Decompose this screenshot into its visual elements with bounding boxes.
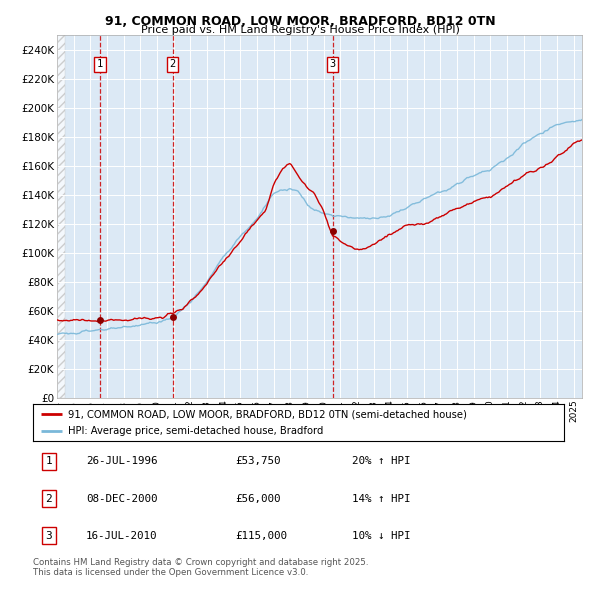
Text: 1: 1 (97, 60, 103, 70)
Text: 14% ↑ HPI: 14% ↑ HPI (352, 494, 410, 503)
Text: 16-JUL-2010: 16-JUL-2010 (86, 531, 158, 540)
Text: HPI: Average price, semi-detached house, Bradford: HPI: Average price, semi-detached house,… (68, 427, 323, 436)
Text: Contains HM Land Registry data © Crown copyright and database right 2025.
This d: Contains HM Land Registry data © Crown c… (33, 558, 368, 577)
Text: £115,000: £115,000 (235, 531, 287, 540)
Text: 20% ↑ HPI: 20% ↑ HPI (352, 457, 410, 466)
Text: 1: 1 (46, 457, 52, 466)
Text: £53,750: £53,750 (235, 457, 280, 466)
Text: 08-DEC-2000: 08-DEC-2000 (86, 494, 158, 503)
Text: 2: 2 (46, 494, 52, 503)
Text: 2: 2 (169, 60, 176, 70)
Text: 91, COMMON ROAD, LOW MOOR, BRADFORD, BD12 0TN: 91, COMMON ROAD, LOW MOOR, BRADFORD, BD1… (104, 15, 496, 28)
Text: 10% ↓ HPI: 10% ↓ HPI (352, 531, 410, 540)
Text: £56,000: £56,000 (235, 494, 280, 503)
Text: 91, COMMON ROAD, LOW MOOR, BRADFORD, BD12 0TN (semi-detached house): 91, COMMON ROAD, LOW MOOR, BRADFORD, BD1… (68, 409, 466, 419)
Text: 26-JUL-1996: 26-JUL-1996 (86, 457, 158, 466)
Text: 3: 3 (46, 531, 52, 540)
Text: 3: 3 (329, 60, 336, 70)
Text: Price paid vs. HM Land Registry's House Price Index (HPI): Price paid vs. HM Land Registry's House … (140, 25, 460, 35)
